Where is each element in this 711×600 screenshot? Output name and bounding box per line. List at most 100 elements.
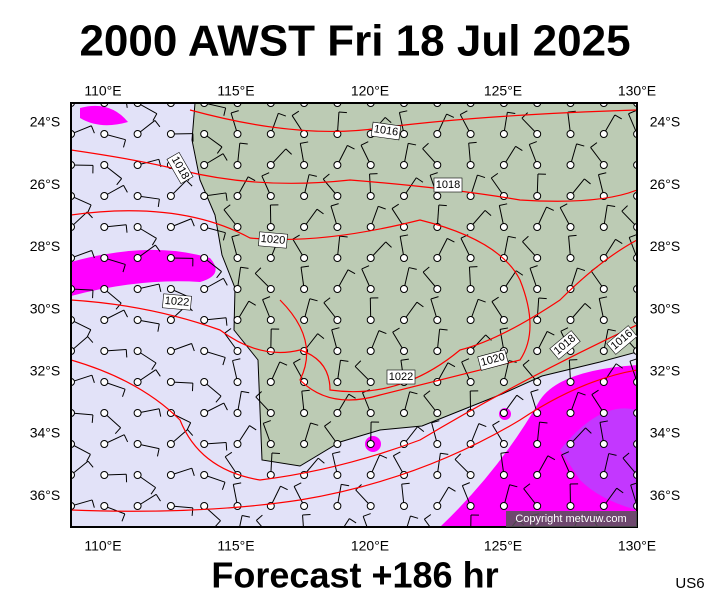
station bbox=[233, 347, 242, 355]
station bbox=[233, 254, 242, 262]
barb-flag bbox=[322, 173, 330, 180]
station bbox=[266, 285, 275, 293]
station bbox=[333, 254, 342, 262]
barb-flag bbox=[256, 514, 263, 521]
station bbox=[333, 130, 342, 138]
barb-flag bbox=[317, 333, 325, 339]
station bbox=[366, 471, 375, 479]
barb-flag bbox=[529, 265, 538, 269]
station bbox=[599, 502, 608, 510]
station bbox=[100, 440, 109, 448]
station bbox=[499, 409, 508, 417]
barb-staff bbox=[423, 518, 431, 527]
isobar-label-text: 1022 bbox=[164, 295, 189, 309]
station bbox=[533, 223, 542, 231]
station bbox=[466, 192, 475, 200]
station bbox=[533, 378, 542, 386]
station bbox=[266, 440, 275, 448]
barb-flag bbox=[230, 110, 239, 114]
station bbox=[333, 378, 342, 386]
station bbox=[100, 223, 109, 231]
station bbox=[100, 316, 109, 324]
station bbox=[133, 440, 142, 448]
latitude-label: 36°S bbox=[650, 487, 681, 503]
station bbox=[166, 409, 175, 417]
station bbox=[599, 223, 608, 231]
longitude-label: 120°E bbox=[351, 538, 389, 554]
station bbox=[200, 502, 209, 510]
barb-flag bbox=[499, 327, 509, 330]
barb-flag bbox=[584, 303, 592, 310]
map-area bbox=[71, 103, 637, 527]
station bbox=[100, 347, 109, 355]
barb-flag bbox=[522, 359, 530, 366]
station bbox=[366, 378, 375, 386]
barb-flag bbox=[151, 238, 157, 246]
barb-flag bbox=[454, 453, 462, 460]
barb-flag bbox=[516, 394, 524, 401]
barb-flag bbox=[507, 111, 516, 115]
barb-flag bbox=[591, 389, 599, 395]
station bbox=[533, 285, 542, 293]
barb-flag bbox=[216, 146, 223, 154]
barb-flag bbox=[90, 125, 95, 134]
barb-flag bbox=[341, 483, 350, 487]
barb-flag bbox=[222, 153, 228, 161]
station bbox=[400, 192, 408, 200]
station bbox=[599, 440, 608, 448]
station bbox=[300, 378, 309, 386]
barb-flag bbox=[577, 267, 586, 272]
barb-flag bbox=[559, 203, 568, 209]
barb-flag bbox=[408, 267, 417, 270]
station bbox=[333, 440, 342, 448]
barb-flag bbox=[86, 329, 92, 338]
barb-flag bbox=[324, 421, 332, 427]
station bbox=[233, 223, 242, 231]
isobar-label-box bbox=[433, 177, 463, 193]
station bbox=[300, 223, 309, 231]
isobar-label: 1018 bbox=[433, 177, 463, 193]
precip-area bbox=[80, 105, 128, 126]
barb-flag bbox=[157, 323, 160, 332]
station bbox=[433, 471, 442, 479]
station bbox=[466, 316, 475, 324]
station bbox=[133, 130, 142, 138]
station bbox=[133, 192, 142, 200]
latitude-label: 30°S bbox=[650, 300, 681, 316]
barb-flag bbox=[607, 204, 616, 208]
barb-flag bbox=[576, 143, 585, 147]
longitude-label: 115°E bbox=[217, 83, 254, 99]
station bbox=[266, 161, 275, 169]
station bbox=[366, 223, 375, 231]
barb-flag bbox=[223, 204, 231, 211]
barb-flag bbox=[301, 389, 310, 392]
barb-flag bbox=[379, 454, 388, 459]
barb-flag bbox=[530, 389, 539, 393]
station bbox=[499, 285, 508, 293]
barb-flag bbox=[262, 296, 271, 301]
station bbox=[566, 223, 575, 231]
barb-flag bbox=[529, 141, 537, 145]
station bbox=[433, 316, 442, 324]
station bbox=[533, 192, 542, 200]
barb-flag bbox=[608, 453, 617, 456]
station bbox=[300, 192, 309, 200]
barb-flag bbox=[302, 513, 311, 516]
barb-flag bbox=[191, 468, 195, 476]
barb-flag bbox=[401, 482, 410, 485]
barb-staff bbox=[255, 520, 263, 527]
barb-flag bbox=[122, 139, 127, 148]
station bbox=[100, 471, 109, 479]
barb-flag bbox=[300, 141, 309, 144]
barb-flag bbox=[91, 375, 95, 383]
barb-flag bbox=[546, 330, 555, 336]
barb-flag bbox=[86, 454, 91, 462]
isobar-label-box bbox=[386, 369, 416, 385]
barb-flag bbox=[378, 205, 386, 210]
station bbox=[499, 440, 508, 448]
station bbox=[100, 161, 109, 169]
copyright-box bbox=[506, 511, 637, 527]
station bbox=[233, 285, 242, 293]
isobar-label-text: 1022 bbox=[389, 371, 413, 383]
barb-flag bbox=[125, 349, 128, 358]
